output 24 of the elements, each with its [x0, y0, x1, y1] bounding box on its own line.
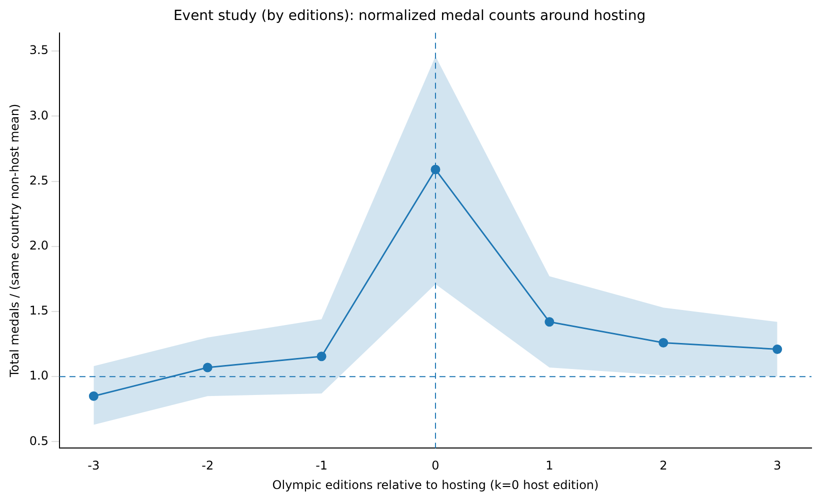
- x-tick-label: 3: [773, 458, 782, 473]
- point: [88, 391, 98, 401]
- point: [202, 362, 212, 372]
- point: [772, 344, 782, 354]
- y-axis-title: Total medals / (same country non-host mean): [7, 104, 22, 378]
- x-tick-label: -2: [202, 458, 214, 473]
- x-tick-label: -1: [316, 458, 328, 473]
- x-tick-label: 1: [546, 458, 554, 473]
- chart-title: Event study (by editions): normalized medal counts around hosting: [173, 8, 646, 24]
- y-tick-label: 3.0: [29, 108, 48, 122]
- x-tick-label: 2: [660, 458, 668, 473]
- point: [316, 352, 326, 362]
- y-tick-label: 0.5: [29, 434, 48, 448]
- y-tick-label: 2.0: [29, 238, 48, 252]
- point: [658, 338, 668, 348]
- x-tick-label: -3: [88, 458, 100, 473]
- x-axis-title: Olympic editions relative to hosting (k=0 host edition): [272, 478, 599, 492]
- point: [544, 317, 554, 327]
- y-tick-label: 2.5: [29, 173, 48, 188]
- y-tick-label: 3.5: [29, 43, 48, 58]
- y-tick-label: 1.0: [29, 368, 48, 383]
- x-tick-label: 0: [432, 458, 440, 473]
- point: [430, 164, 440, 174]
- y-tick-label: 1.5: [29, 304, 48, 318]
